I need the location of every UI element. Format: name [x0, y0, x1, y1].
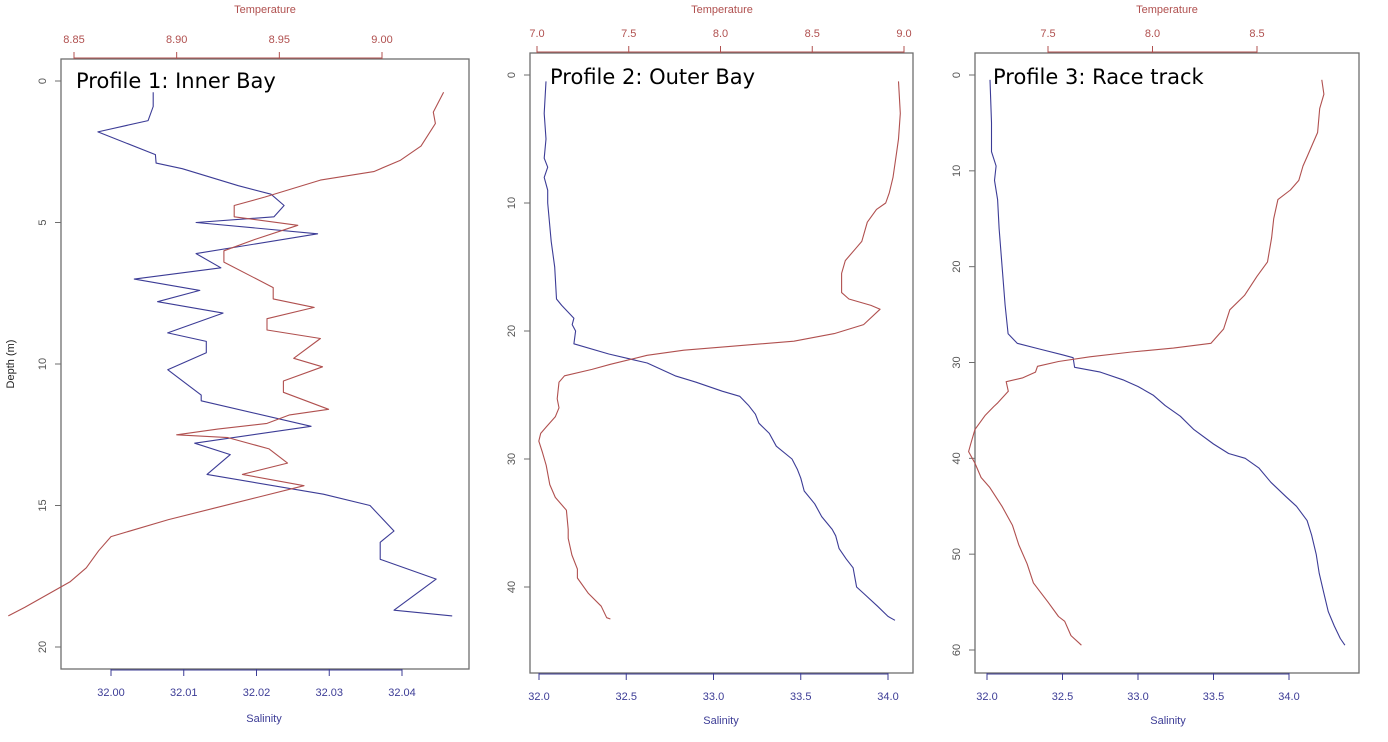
salinity-line — [543, 81, 896, 621]
y-tick-label: 5 — [37, 219, 49, 225]
y-tick-label: 10 — [506, 197, 518, 209]
y-tick-label: 0 — [951, 72, 963, 78]
panel-profile-2: Profile 2: Outer Bay Temperature Salinit… — [506, 4, 914, 727]
salinity-tick-label: 33.5 — [790, 691, 811, 703]
salinity-tick-label: 32.01 — [170, 687, 198, 699]
plot-frame — [529, 52, 914, 674]
salinity-tick-label: 32.02 — [243, 687, 271, 699]
y-tick-label: 10 — [37, 358, 49, 370]
y-tick-label: 40 — [506, 581, 518, 593]
top-axis-label: Temperature — [1136, 4, 1198, 16]
salinity-line — [989, 79, 1346, 646]
salinity-line — [97, 92, 453, 617]
y-tick-label: 30 — [951, 356, 963, 368]
panel-title: Profile 2: Outer Bay — [550, 65, 755, 89]
panel-title: Profile 3: Race track — [993, 65, 1205, 89]
temperature-line — [968, 79, 1325, 646]
temperature-tick-label: 7.5 — [621, 28, 636, 40]
temperature-tick-label: 9.0 — [896, 28, 911, 40]
salinity-tick-label: 32.04 — [388, 687, 416, 699]
y-tick-label: 20 — [37, 641, 49, 653]
salinity-tick-label: 32.00 — [97, 687, 125, 699]
temperature-line — [8, 92, 445, 617]
salinity-tick-label: 32.5 — [1052, 691, 1073, 703]
temperature-tick-label: 8.5 — [1249, 28, 1264, 40]
salinity-tick-label: 32.0 — [528, 691, 549, 703]
panel-title: Profile 1: Inner Bay — [76, 69, 276, 93]
salinity-tick-label: 33.0 — [1127, 691, 1148, 703]
temperature-tick-label: 7.5 — [1040, 28, 1055, 40]
salinity-tick-label: 32.5 — [616, 691, 637, 703]
y-tick-label: 0 — [506, 72, 518, 78]
temperature-tick-label: 9.00 — [371, 34, 392, 46]
salinity-tick-label: 32.0 — [976, 691, 997, 703]
temperature-tick-label: 8.95 — [269, 34, 290, 46]
temperature-tick-label: 8.0 — [713, 28, 728, 40]
salinity-tick-label: 33.0 — [703, 691, 724, 703]
top-axis-label: Temperature — [234, 4, 296, 16]
bottom-axis-label: Salinity — [1150, 715, 1186, 727]
y-tick-label: 15 — [37, 499, 49, 511]
temperature-tick-label: 7.0 — [529, 28, 544, 40]
salinity-tick-label: 32.03 — [315, 687, 343, 699]
y-tick-label: 0 — [37, 78, 49, 84]
y-tick-label: 20 — [506, 325, 518, 337]
y-tick-label: 30 — [506, 453, 518, 465]
temperature-tick-label: 8.85 — [63, 34, 84, 46]
y-tick-label: 20 — [951, 261, 963, 273]
y-tick-label: 40 — [951, 452, 963, 464]
salinity-tick-label: 34.0 — [1278, 691, 1299, 703]
panel-profile-3: Profile 3: Race track Temperature Salini… — [951, 4, 1360, 727]
temperature-tick-label: 8.5 — [805, 28, 820, 40]
salinity-tick-label: 34.0 — [877, 691, 898, 703]
top-axis-label: Temperature — [691, 4, 753, 16]
temperature-line — [538, 81, 901, 620]
y-axis-label: Depth (m) — [5, 340, 17, 389]
temperature-tick-label: 8.0 — [1145, 28, 1160, 40]
y-tick-label: 60 — [951, 644, 963, 656]
y-tick-label: 10 — [951, 165, 963, 177]
temperature-tick-label: 8.90 — [166, 34, 187, 46]
bottom-axis-label: Salinity — [703, 715, 739, 727]
panel-profile-1: Profile 1: Inner Bay Depth (m) Temperatu… — [5, 4, 470, 725]
bottom-axis-label: Salinity — [246, 713, 282, 725]
y-tick-label: 50 — [951, 548, 963, 560]
salinity-tick-label: 33.5 — [1203, 691, 1224, 703]
